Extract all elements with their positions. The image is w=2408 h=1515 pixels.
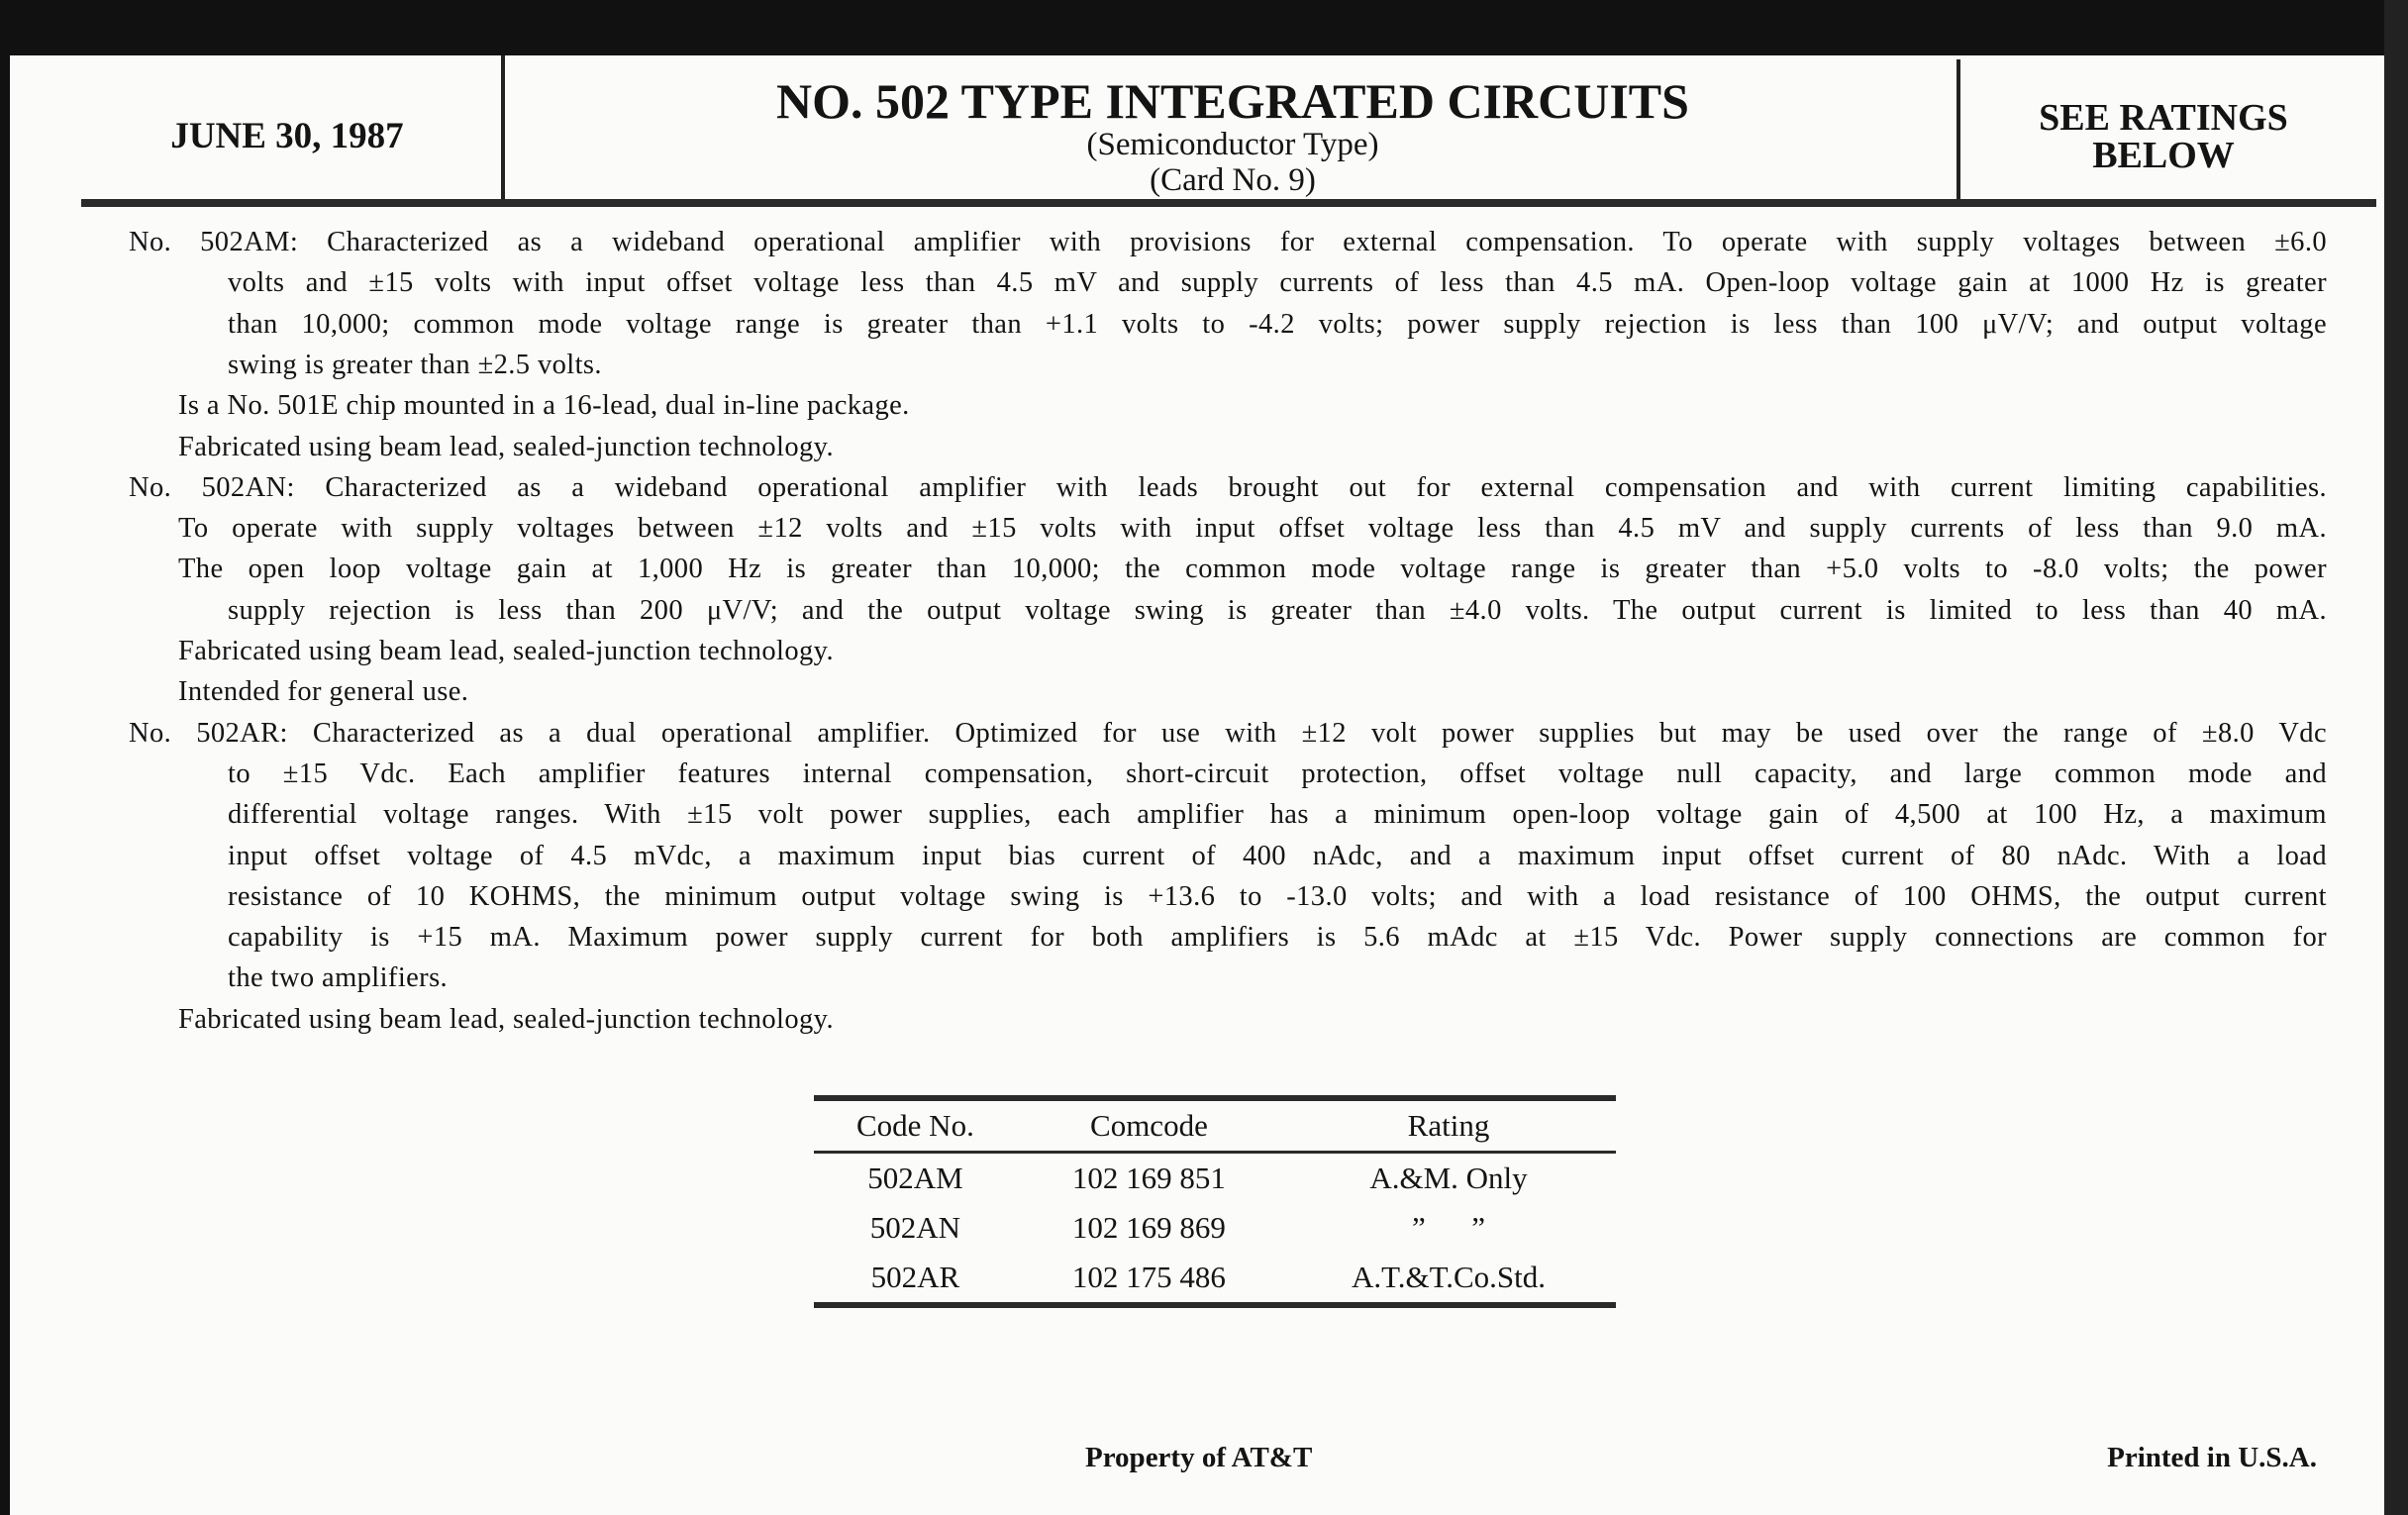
body-text-line: To operate with supply voltages between …: [178, 513, 2327, 545]
body-text-line: volts and ±15 volts with input offset vo…: [228, 267, 2327, 299]
ratings-line-2: BELOW: [2092, 135, 2235, 176]
property-notice: Property of AT&T: [1085, 1442, 1313, 1473]
table-row: 502AR 102 175 486 A.T.&T.Co.Std.: [814, 1253, 1616, 1305]
body-text-line: Is a No. 501E chip mounted in a 16-lead,…: [178, 390, 910, 422]
body-text-line: swing is greater than ±2.5 volts.: [228, 349, 602, 380]
table-header-row: Code No. Comcode Rating: [814, 1098, 1616, 1153]
page-title: NO. 502 TYPE INTEGRATED CIRCUITS: [776, 73, 1689, 129]
body-text-line: No. 502AM: Characterized as a wideband o…: [129, 227, 2327, 257]
body-text-line: capability is +15 mA. Maximum power supp…: [228, 922, 2327, 954]
body-text-line: to ±15 Vdc. Each amplifier features inte…: [228, 758, 2327, 789]
body-text-line: input offset voltage of 4.5 mVdc, a maxi…: [228, 840, 2327, 871]
cell-code: 502AR: [870, 1260, 960, 1294]
body-text-line: Intended for general use.: [178, 676, 469, 708]
cell-rating: A.T.&T.Co.Std.: [1351, 1260, 1547, 1294]
body-text-line: than 10,000; common mode voltage range i…: [228, 308, 2327, 340]
body-text-line: The open loop voltage gain at 1,000 Hz i…: [178, 554, 2327, 585]
ratings-line-1: SEE RATINGS: [2039, 97, 2288, 139]
body-text-line: Fabricated using beam lead, sealed-junct…: [178, 636, 834, 666]
table-row: 502AN 102 169 869 ” ”: [814, 1203, 1616, 1253]
body-text-line: supply rejection is less than 200 μV/V; …: [228, 594, 2327, 626]
cell-code: 502AM: [867, 1161, 963, 1195]
body-text-line: No. 502AN: Characterized as a wideband o…: [129, 471, 2327, 503]
header-divider-left: [501, 55, 505, 201]
column-header-code: Code No.: [856, 1108, 974, 1143]
column-header-rating: Rating: [1407, 1108, 1490, 1143]
body-text-line: Fabricated using beam lead, sealed-junct…: [178, 1003, 834, 1035]
header-divider-right: [1956, 59, 1960, 201]
body-text-line: resistance of 10 KOHMS, the minimum outp…: [228, 880, 2327, 912]
cell-comcode: 102 169 869: [1071, 1210, 1226, 1245]
ratings-note: SEE RATINGS BELOW: [1970, 99, 2357, 174]
body-text-line: differential voltage ranges. With ±15 vo…: [228, 799, 2327, 831]
card-number: (Card No. 9): [1150, 162, 1316, 198]
document-card: [10, 55, 2384, 1515]
body-text-line: the two amplifiers.: [228, 962, 449, 994]
table-row: 502AM 102 169 851 A.&M. Only: [814, 1153, 1616, 1204]
printed-notice: Printed in U.S.A.: [2107, 1442, 2317, 1473]
scan-edge: [2384, 0, 2408, 1515]
cell-rating: A.&M. Only: [1369, 1161, 1528, 1195]
cell-code: 502AN: [869, 1210, 961, 1245]
page-subtitle: (Semiconductor Type): [1086, 127, 1379, 162]
body-text-line: No. 502AR: Characterized as a dual opera…: [129, 717, 2327, 749]
ratings-table: Code No. Comcode Rating 502AM 102 169 85…: [814, 1095, 1616, 1308]
header-rule: [81, 199, 2376, 207]
body-text-line: Fabricated using beam lead, sealed-junct…: [178, 431, 834, 462]
cell-rating: ” ”: [1411, 1210, 1486, 1245]
card-date: JUNE 30, 1987: [170, 116, 404, 156]
cell-comcode: 102 169 851: [1071, 1161, 1226, 1195]
cell-comcode: 102 175 486: [1071, 1260, 1226, 1294]
column-header-comcode: Comcode: [1090, 1108, 1208, 1143]
